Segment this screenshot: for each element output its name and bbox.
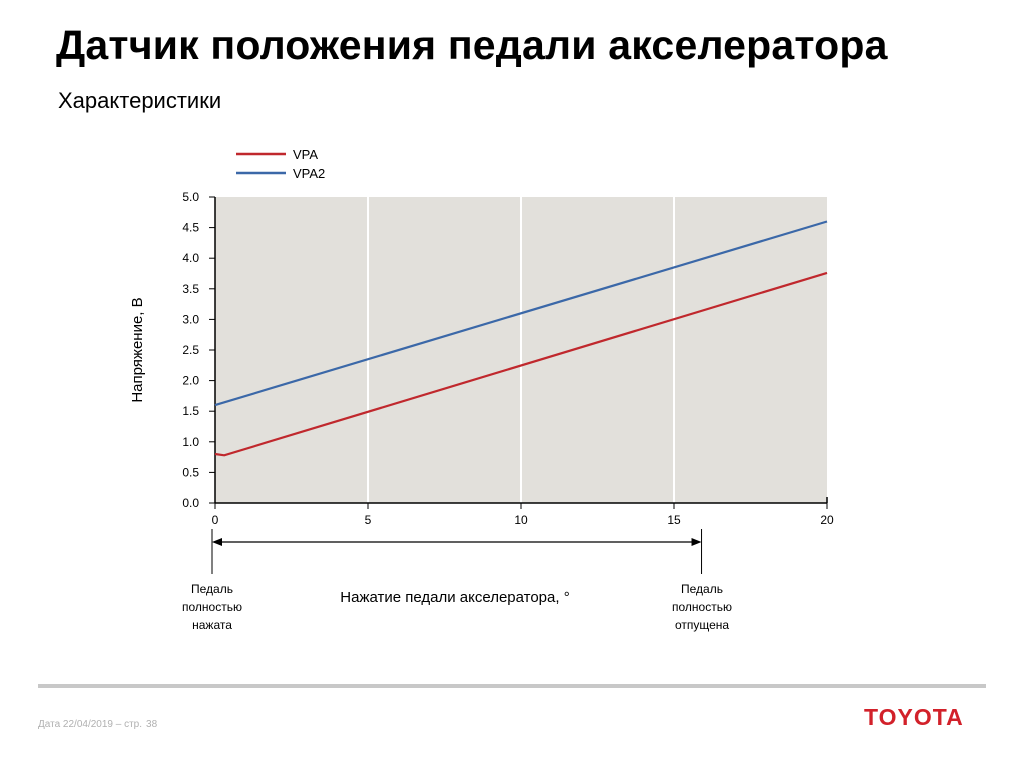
range-arrow-head-left (212, 538, 222, 546)
x-tick-label: 0 (212, 513, 219, 527)
x-tick-label: 20 (820, 513, 834, 527)
slide-title: Датчик положения педали акселератора (56, 22, 888, 68)
footer-date-text: Дата 22/04/2019 – стр. (38, 719, 143, 730)
series-line-vpa (214, 271, 828, 457)
y-axis-label: Напряжение, В (129, 297, 146, 402)
y-tick-label: 2.5 (182, 343, 199, 357)
legend-label: VPA (293, 147, 318, 162)
y-tick-label: 3.5 (182, 282, 199, 296)
grid-lines (367, 197, 675, 503)
footer-page-number: 38 (146, 719, 158, 730)
pedal-range-annotation: Педаль полностью нажата Педаль полностью отпу… (182, 529, 732, 632)
pedal-fully-pressed-label: Педаль полностью нажата (182, 582, 242, 632)
y-tick-label: 0.5 (182, 465, 199, 479)
toyota-logo: TOYOTA (864, 704, 964, 730)
y-tick-label: 2.0 (182, 374, 199, 388)
y-tick-label: 4.0 (182, 251, 199, 265)
x-tick-label: 10 (514, 513, 528, 527)
pedal-fully-released-label: Педаль полностью отпущена (672, 582, 732, 632)
series-line-vpa2 (214, 220, 828, 407)
x-axis-label: Нажатие педали акселератора, ° (340, 589, 569, 606)
y-tick-label: 1.0 (182, 435, 199, 449)
range-arrow-head-right (691, 538, 702, 546)
y-tick-label: 5.0 (182, 190, 199, 204)
slide-subtitle: Характеристики (58, 88, 222, 113)
series-lines (214, 220, 828, 457)
y-tick-label: 1.5 (182, 404, 199, 418)
y-tick-label: 0.0 (182, 496, 199, 510)
legend: VPA VPA2 (236, 147, 325, 181)
y-tick-label: 3.0 (182, 312, 199, 326)
x-tick-label: 15 (667, 513, 681, 527)
y-tick-label: 4.5 (182, 221, 199, 235)
x-tick-label: 5 (365, 513, 372, 527)
legend-label: VPA2 (293, 166, 325, 181)
y-axis-ticks: 0.0 0.5 1.0 1.5 2.0 2.5 3.0 3.5 4.0 4.5 5.0 (182, 190, 215, 510)
footer-date: Дата 22/04/2019 – стр. 38 (38, 719, 161, 730)
x-axis-ticks: 0 5 10 15 20 (212, 503, 834, 527)
footer-divider (38, 684, 986, 688)
